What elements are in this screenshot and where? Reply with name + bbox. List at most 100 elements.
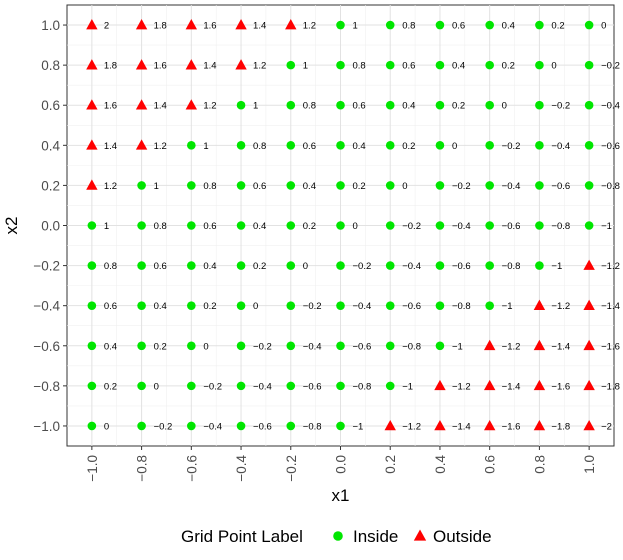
- point-label: 0.6: [402, 61, 415, 72]
- y-tick-label: 1.0: [41, 18, 60, 33]
- point-label: 1.4: [253, 21, 266, 32]
- inside-point: [87, 261, 97, 270]
- outside-point: [185, 59, 198, 70]
- inside-point: [236, 141, 246, 150]
- x-tick-label: 0.2: [383, 455, 398, 474]
- point-label: 1.6: [154, 61, 167, 72]
- inside-point: [236, 221, 246, 230]
- point-label: −1: [551, 261, 562, 272]
- inside-point: [187, 181, 196, 190]
- point-label: 0: [452, 141, 457, 152]
- point-label: −0.4: [303, 341, 322, 352]
- point-label: −0.6: [452, 261, 471, 272]
- point-label: 0.2: [452, 101, 465, 112]
- x-tick-label: 0.8: [532, 455, 547, 474]
- x-tick-label: 0.0: [334, 455, 349, 474]
- y-tick-label: −0.6: [33, 339, 60, 354]
- inside-point: [336, 221, 345, 230]
- point-label: 0.2: [402, 141, 415, 152]
- point-label: −0.4: [601, 101, 620, 112]
- point-label: 1.8: [104, 61, 117, 72]
- point-label: 2: [104, 21, 109, 32]
- point-label: −0.2: [203, 381, 222, 392]
- point-label: −0.4: [551, 141, 570, 152]
- outside-point: [235, 19, 247, 30]
- inside-point: [336, 421, 345, 431]
- outside-point: [86, 99, 98, 110]
- inside-point: [535, 20, 544, 30]
- point-label: 0: [402, 181, 407, 192]
- inside-point: [385, 261, 395, 270]
- inside-point: [336, 181, 345, 190]
- point-label: −1: [502, 301, 513, 312]
- point-label: 1.2: [253, 61, 266, 72]
- inside-point: [286, 100, 296, 110]
- inside-point: [535, 261, 544, 270]
- point-label: −1: [402, 381, 413, 392]
- inside-point: [87, 341, 97, 351]
- inside-point: [137, 421, 146, 431]
- inside-point: [336, 341, 345, 351]
- point-label: 0.4: [502, 21, 515, 32]
- inside-point: [137, 181, 146, 190]
- legend: Grid Point Label Inside Outside: [181, 527, 492, 546]
- outside-point: [533, 419, 546, 431]
- point-label: 1.8: [154, 21, 167, 32]
- point-label: −0.4: [452, 221, 471, 232]
- point-label: 0: [551, 61, 556, 72]
- inside-point: [187, 221, 196, 230]
- y-tick-label: −0.4: [33, 299, 60, 314]
- inside-point: [485, 20, 494, 30]
- inside-point: [286, 181, 296, 190]
- inside-point: [286, 421, 296, 431]
- inside-point: [236, 261, 246, 270]
- inside-point: [385, 60, 395, 70]
- inside-point: [336, 20, 345, 30]
- point-label: −1.2: [502, 341, 521, 352]
- inside-point: [87, 221, 97, 230]
- outside-point: [86, 19, 98, 30]
- point-label: −0.2: [502, 141, 521, 152]
- point-label: −0.2: [353, 261, 372, 272]
- x-axis-ticks: −1.0 −0.8 −0.6 −0.4 −0.2 0.0 0.2 0.4 0.6 0.8 1.0: [85, 446, 597, 482]
- point-label: −0.6: [551, 181, 570, 192]
- point-label: −0.8: [402, 341, 421, 352]
- y-tick-label: 0.8: [41, 58, 60, 73]
- inside-point: [485, 261, 494, 270]
- outside-point: [434, 419, 446, 431]
- point-label: −1.2: [551, 301, 570, 312]
- point-label: 0.2: [253, 261, 266, 272]
- point-label: −0.6: [303, 381, 322, 392]
- point-label: 1: [303, 61, 308, 72]
- point-label: −1.6: [502, 421, 521, 432]
- point-label: 0.8: [104, 261, 117, 272]
- inside-point: [385, 301, 395, 310]
- legend-outside-label: Outside: [433, 527, 492, 546]
- point-label: −1.6: [551, 381, 570, 392]
- point-label: 1: [353, 21, 358, 32]
- point-label: −0.2: [303, 301, 322, 312]
- inside-point: [236, 421, 246, 431]
- point-label: 0.4: [303, 181, 316, 192]
- inside-point: [535, 60, 544, 70]
- point-label: −0.6: [253, 421, 272, 432]
- inside-point: [584, 181, 594, 190]
- inside-point: [187, 341, 196, 351]
- outside-point: [533, 299, 546, 311]
- inside-point: [286, 261, 296, 270]
- y-tick-label: 0.0: [41, 219, 60, 234]
- inside-point: [385, 100, 395, 110]
- inside-point: [485, 60, 494, 70]
- outside-point: [583, 419, 595, 431]
- point-label: 1.4: [104, 141, 117, 152]
- point-label: −1: [452, 341, 463, 352]
- point-label: −0.6: [601, 141, 620, 152]
- inside-point: [286, 301, 296, 310]
- inside-point: [485, 221, 494, 230]
- point-label: −0.8: [601, 181, 620, 192]
- outside-point: [135, 59, 148, 70]
- point-label: 0.4: [154, 301, 167, 312]
- y-tick-label: −0.2: [33, 259, 60, 274]
- point-label: 0.8: [154, 221, 167, 232]
